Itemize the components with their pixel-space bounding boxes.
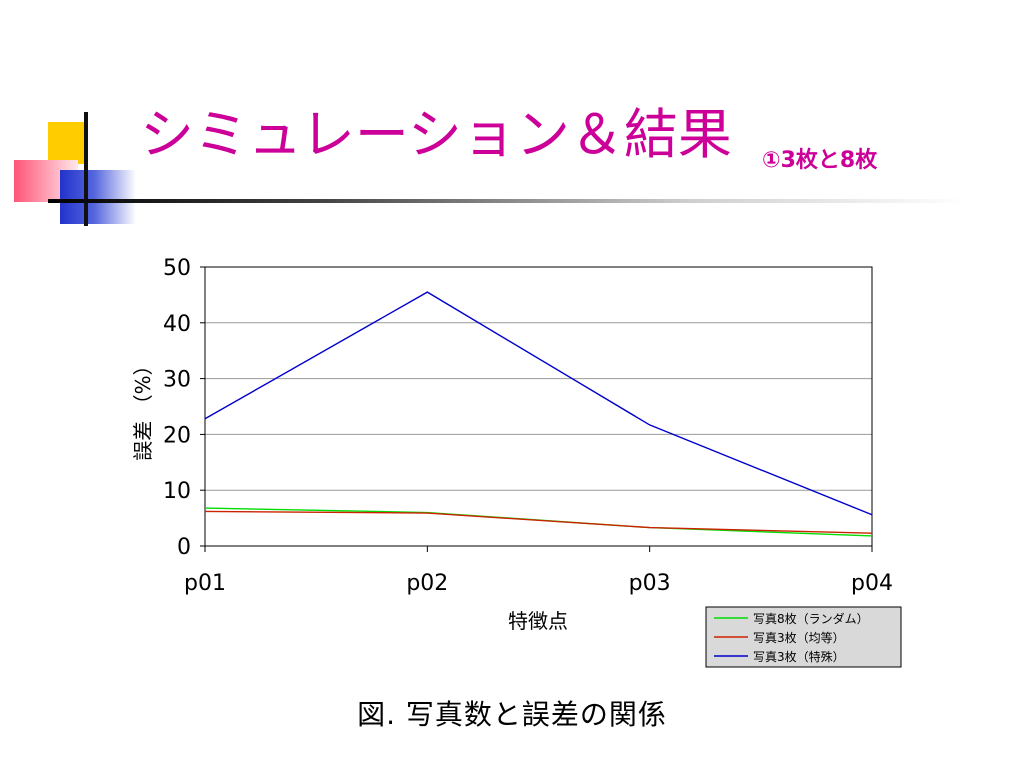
deco-blue-gradient-square <box>60 170 136 224</box>
line-chart: 0 10 20 30 40 50 p01 p02 p03 p04 特徴点 誤差 （%） 写真8枚（… <box>131 256 902 668</box>
y-tick-label: 30 <box>163 368 191 393</box>
plot-area-border <box>204 266 873 547</box>
series-line <box>204 291 873 516</box>
figure-caption: 図. 写真数と誤差の関係 <box>357 698 667 731</box>
legend-entry-label: 写真8枚（ランダム） <box>753 611 869 626</box>
y-tick-label: 0 <box>177 535 191 560</box>
legend-entry-label: 写真3枚（均等） <box>753 630 845 645</box>
x-tick-label: p03 <box>629 571 671 596</box>
y-tick-label: 10 <box>163 479 191 504</box>
x-tick-label: p04 <box>851 571 893 596</box>
title-underline-rule <box>48 199 968 203</box>
legend: 写真8枚（ランダム） 写真3枚（均等） 写真3枚（特殊） <box>705 606 902 668</box>
y-tick-label: 40 <box>163 312 191 337</box>
x-axis-title: 特徴点 <box>508 609 568 633</box>
legend-entry-label: 写真3枚（特殊） <box>753 649 845 664</box>
slide-subtitle: ①3枚と8枚 <box>762 148 878 173</box>
y-tick-label: 20 <box>163 423 191 448</box>
deco-yellow-square <box>48 122 86 164</box>
x-tick-label: p02 <box>406 571 448 596</box>
slide-title: シミュレーション＆結果 <box>140 103 732 166</box>
deco-vertical-line <box>84 112 88 226</box>
y-axis-title: 誤差 （%） <box>131 355 155 460</box>
series-line <box>204 510 873 534</box>
y-tick-label: 50 <box>163 256 191 281</box>
x-tick-label: p01 <box>184 571 226 596</box>
